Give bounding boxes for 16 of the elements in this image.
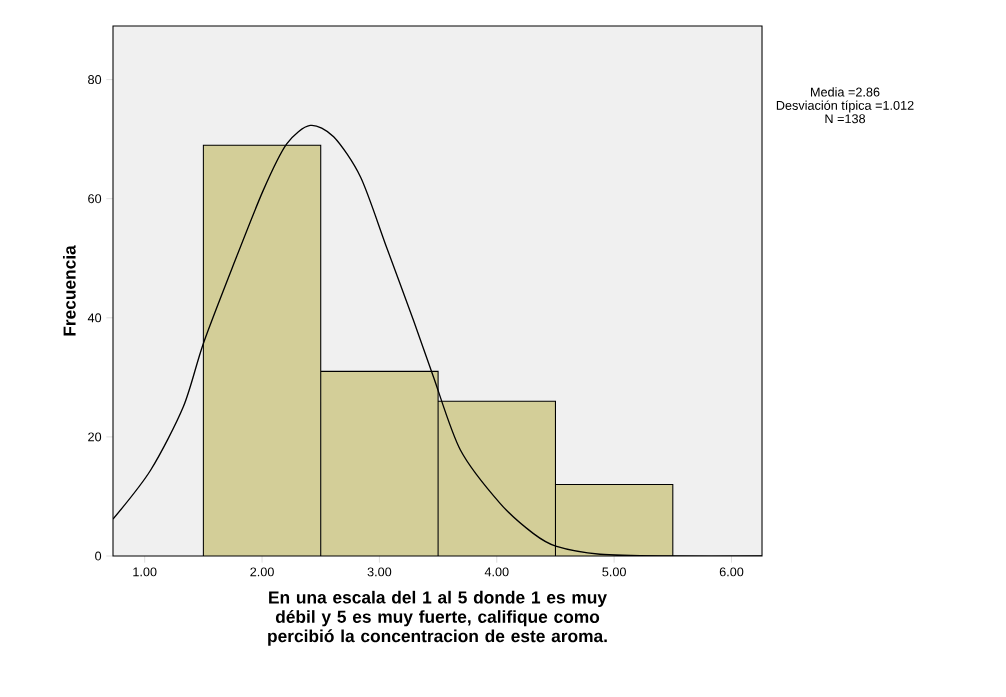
x-tick-label: 1.00 [133,567,157,577]
x-tick-label: 2.00 [250,567,274,577]
text: N =138 [825,114,866,124]
x-tick-label: 5.00 [602,567,626,577]
x-axis-title: En una escala del 1 al 5 donde 1 es muy débil y 5 es muy fuerte, califique como percibió la concentracion de este aroma. [268,590,607,646]
x-tick-label: 4.00 [484,567,509,577]
x-tick-label: 6.00 [719,567,744,577]
y-tick-label: 60 [88,194,102,204]
text: Media =2.86 [811,87,880,97]
y-tick-label: 80 [88,75,102,85]
y-axis-title: Frecuencia [62,245,76,336]
y-tick-label: 40 [87,313,102,323]
y-tick-label: 20 [88,432,102,442]
y-tick-label: 0 [95,551,102,561]
x-tick-label: 3.00 [367,567,392,577]
text: Desviación típica =1.012 [776,100,914,113]
